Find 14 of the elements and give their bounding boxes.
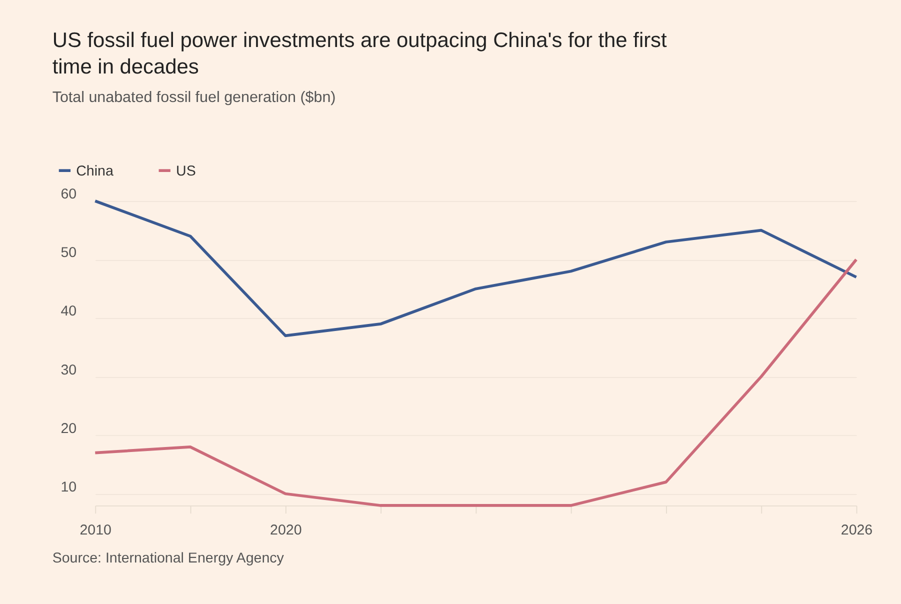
x-tick-label: 2026 bbox=[840, 522, 873, 538]
x-tick-label: 2010 bbox=[80, 522, 112, 538]
chart-title: US fossil fuel power investments are outpacing China's for the first time in decades bbox=[52, 28, 668, 79]
y-tick-label: 60 bbox=[60, 186, 77, 203]
legend-label: China bbox=[76, 163, 114, 180]
y-tick-label: 50 bbox=[60, 245, 77, 262]
y-tick-label: 20 bbox=[60, 420, 77, 437]
chart-subtitle: Total unabated fossil fuel generation ($bn) bbox=[52, 89, 336, 106]
y-tick-label: 10 bbox=[60, 479, 77, 496]
y-tick-label: 30 bbox=[60, 362, 77, 378]
y-tick-label: 40 bbox=[60, 304, 77, 320]
legend-label: US bbox=[176, 163, 196, 180]
x-tick-label: 2020 bbox=[270, 522, 302, 538]
source-note: Source: International Energy Agency bbox=[52, 550, 285, 567]
